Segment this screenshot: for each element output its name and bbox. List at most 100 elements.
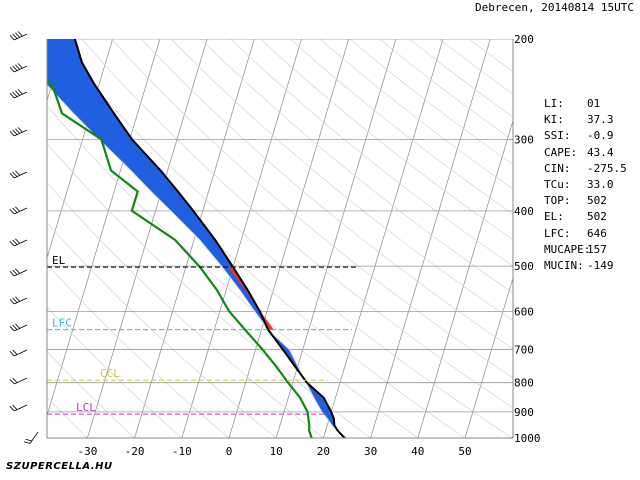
index-key: MUCIN: (544, 259, 584, 273)
index-row: MUCAPE: 157 (544, 242, 627, 258)
barb-feather (9, 351, 15, 357)
index-row: TOP: 502 (544, 193, 627, 209)
pressure-tick-label: 200 (514, 33, 534, 46)
index-row: LFC: 646 (544, 226, 627, 242)
barb-feather (9, 67, 15, 73)
barb-feather (9, 131, 15, 137)
level-label-lfc: LFC (52, 317, 72, 330)
barb-feather (12, 404, 18, 410)
isotherm-line (181, 39, 302, 438)
isotherm-line (87, 39, 208, 438)
barb-feather (15, 170, 21, 176)
level-label-el: EL (52, 254, 66, 267)
barb-staff (14, 404, 28, 412)
pressure-tick-label: 800 (514, 377, 534, 390)
barb-feather (9, 299, 15, 305)
barb-feather (12, 349, 18, 355)
barb-staff (14, 349, 28, 357)
isotherm-line (134, 39, 255, 438)
wind-barb (9, 404, 28, 412)
barb-feather (9, 93, 15, 99)
level-label-lcl: LCL (76, 401, 96, 414)
barb-feather (12, 269, 18, 275)
diagram-grid (47, 39, 513, 438)
wind-barb (9, 349, 28, 357)
barb-feather (15, 268, 21, 274)
wind-barb (9, 323, 28, 332)
barb-feather (9, 406, 15, 412)
isotherm-line (323, 39, 444, 438)
wind-barb (9, 31, 28, 41)
barb-feather (15, 128, 21, 134)
dry-adiabat (47, 143, 371, 438)
barb-feather (23, 441, 31, 444)
index-key: EL: (544, 210, 564, 224)
index-key: KI: (544, 113, 564, 127)
stability-indices: LI: 01 KI: 37.3 SSI: -0.9 CAPE: 43.4 CIN: -275.5 T… (544, 96, 627, 274)
dry-adiabat (51, 39, 513, 438)
barb-staff (14, 297, 28, 305)
index-row: SSI: -0.9 (544, 128, 627, 144)
barb-feather (9, 209, 15, 215)
wind-barb (9, 127, 28, 137)
brand-logo: SZUPERCELLA.HU (6, 461, 113, 472)
barb-staff (14, 91, 28, 99)
negative-area (47, 39, 347, 438)
barb-feather (15, 32, 21, 38)
pressure-tick-label: 600 (514, 305, 534, 318)
barb-feather (25, 438, 32, 442)
isotherm-line (228, 39, 350, 438)
wind-barb (9, 89, 28, 99)
temperature-tick-label: -10 (172, 445, 192, 458)
wind-barb (9, 206, 28, 215)
barb-feather (15, 206, 21, 212)
barb-feather (12, 297, 18, 303)
barb-staff (14, 239, 28, 247)
index-row: MUCIN: -149 (544, 258, 627, 274)
temperature-tick-label: 50 (458, 445, 471, 458)
index-value: 502 (587, 194, 607, 208)
index-value: 646 (587, 226, 607, 240)
index-row: CAPE: 43.4 (544, 145, 627, 161)
wind-barb (9, 63, 28, 73)
barb-staff (14, 324, 28, 332)
barb-feather (12, 377, 18, 383)
pressure-tick-label: 700 (514, 344, 534, 357)
axes: 200 300 400 500 600 700 800 900 1000 -30 -20 -10 0 10… (46, 33, 541, 458)
dry-adiabat (319, 39, 513, 190)
barb-staff (14, 171, 28, 179)
isotherm-line (47, 39, 161, 417)
barb-feather (15, 296, 21, 302)
isotherm-line (47, 39, 66, 103)
dry-adiabat (47, 222, 277, 438)
index-row: EL: 502 (544, 209, 627, 225)
dry-adiabat (260, 39, 513, 241)
dewpoint-line (47, 77, 313, 438)
index-key: SSI: (544, 129, 571, 143)
barb-staff (14, 207, 28, 215)
barb-feather (15, 90, 21, 96)
barb-feather (12, 65, 18, 71)
index-value: -149 (587, 259, 614, 273)
level-lines: EL LFC CCL LCL (47, 254, 356, 415)
barb-feather (15, 64, 21, 70)
isotherm-line (464, 276, 513, 438)
barb-feather (9, 326, 15, 332)
index-value: -0.9 (587, 129, 614, 143)
barb-staff (14, 65, 28, 73)
wind-barb (9, 170, 28, 179)
index-row: KI: 37.3 (544, 112, 627, 128)
barb-feather (9, 271, 15, 277)
temperature-tick-label: 30 (364, 445, 377, 458)
index-value: -275.5 (587, 161, 627, 175)
index-key: MUCAPE: (544, 242, 591, 256)
pressure-tick-label: 400 (514, 205, 534, 218)
temperature-line (73, 39, 346, 438)
barb-feather (17, 31, 23, 37)
barb-feather (12, 324, 18, 330)
index-row: CIN: -275.5 (544, 161, 627, 177)
temperature-tick-label: 0 (226, 445, 233, 458)
barb-feather (17, 89, 23, 95)
isotherm-line (275, 39, 397, 438)
barb-feather (12, 171, 18, 177)
